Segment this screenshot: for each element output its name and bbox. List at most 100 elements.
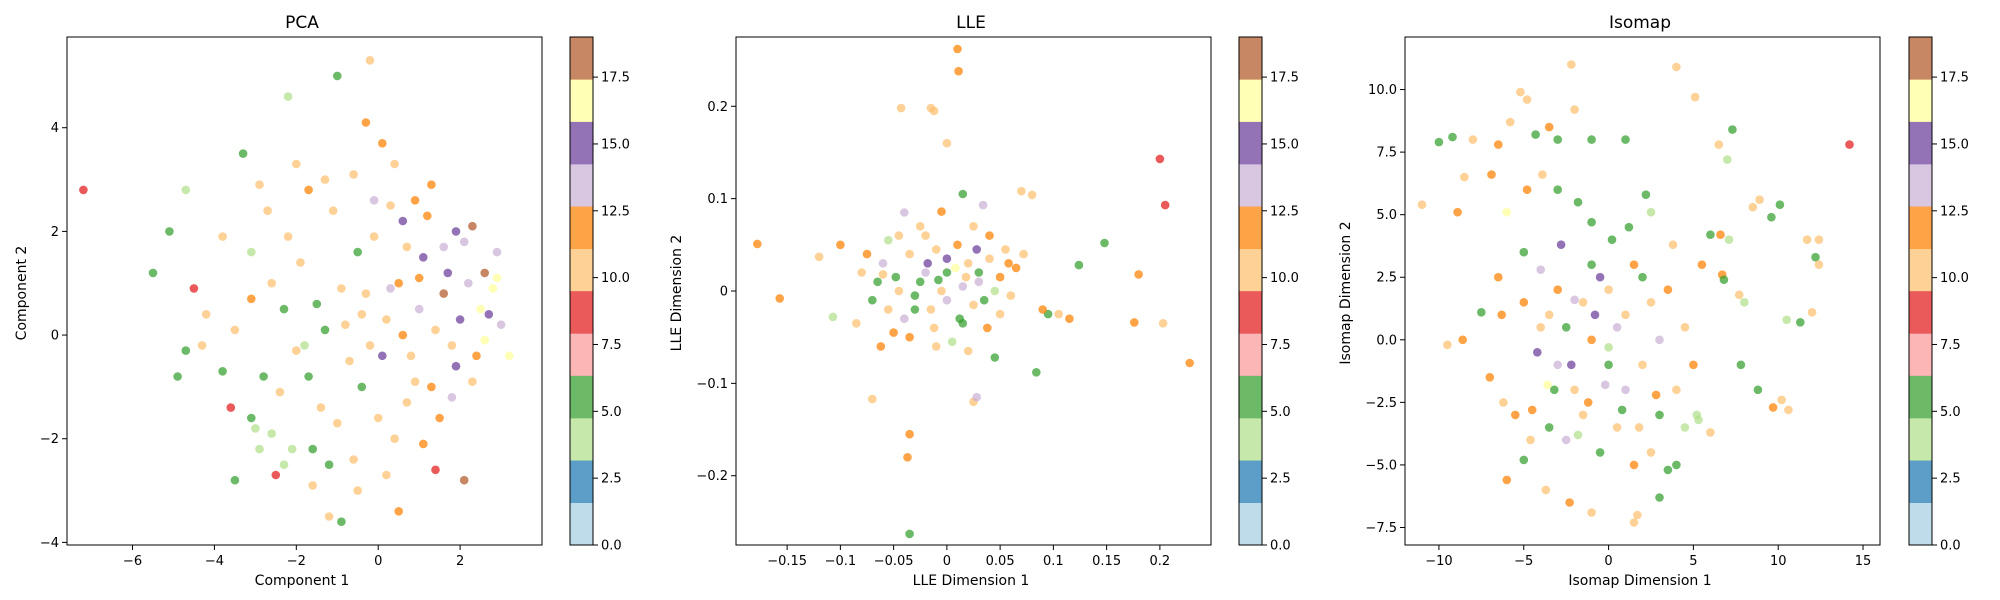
scatter-point [978,200,988,210]
scatter-point [1716,230,1725,239]
scatter-point [1690,92,1700,102]
scatter-point [1719,275,1729,285]
x-tick-label: −4 [205,554,224,569]
x-tick-label: 0 [374,554,382,569]
panel-isomap: Isomap Isomap Dimension 1 Isomap Dimensi… [1338,13,1969,589]
scatter-point [337,517,346,526]
y-tick-label: −2.5 [1365,396,1397,411]
scatter-point [1553,135,1562,144]
scatter-point [1845,140,1854,149]
scatter-point [1689,360,1698,370]
scatter-point [1633,510,1642,520]
scatter-point [1499,398,1508,407]
scatter-point [979,295,989,305]
scatter-point [1595,448,1605,457]
x-tick-label: 2 [456,554,464,569]
scatter-point [1672,460,1681,470]
scatter-point [1587,508,1596,517]
scatter-point [931,342,941,351]
plot-area [67,37,542,545]
scatter-point [1531,130,1540,139]
x-tick-label: −5 [1514,554,1533,569]
scatter-point [1587,217,1596,227]
scatter-point [308,444,318,454]
colorbar-segment [1239,333,1262,376]
colorbar-segment [1239,460,1262,503]
scatter-point [929,106,939,116]
scatter-point [891,272,901,282]
colorbar-tick-label: 10.0 [1270,271,1299,286]
scatter-point [255,444,264,454]
scatter-point [1017,186,1026,196]
scatter-point [1511,410,1520,420]
scatter-point [905,529,914,539]
scatter-point [1634,423,1644,432]
scatter-point [267,278,277,288]
scatter-point [1777,395,1786,405]
scatter-point [1573,430,1583,440]
scatter-point [365,56,375,65]
scatter-point [873,277,882,287]
scatter-point [1638,360,1647,370]
scatter-point [423,211,432,221]
scatter-point [868,394,877,404]
scatter-point [910,305,920,314]
scatter-point [451,361,461,371]
scatter-point [1607,235,1617,244]
colorbar-segment [1909,248,1932,292]
scatter-point [1629,460,1639,470]
scatter-point [876,342,886,351]
scatter-point [1587,335,1596,345]
scatter-point [889,328,898,337]
scatter-point [1505,117,1515,127]
colorbar-segment [570,164,593,207]
scatter-point [349,170,358,179]
scatter-point [378,351,387,361]
scatter-point [492,273,502,283]
scatter-point [414,273,424,283]
scatter-point [230,475,240,485]
y-axis-label: Isomap Dimension 2 [1338,221,1354,364]
scatter-point [1796,318,1805,327]
scatter-point [247,413,256,423]
scatter-point [1567,360,1576,370]
colorbar-segment [570,79,593,122]
scatter-point [934,275,943,285]
scatter-point [1561,435,1571,445]
scatter-point [1556,240,1566,249]
scatter-point [903,453,912,462]
scatter-point [1565,498,1574,507]
scatter-point [1533,348,1542,357]
panel-lle: LLE LLE Dimension 1 LLE Dimension 2 −0.1… [669,13,1299,589]
scatter-point [1694,415,1703,425]
x-tick-label: 5 [1689,554,1697,569]
scatter-point [958,282,968,291]
scatter-point [484,310,494,319]
colorbar-tick-label: 10.0 [1940,271,1969,286]
scatter-point [1638,272,1647,282]
scatter-point [1814,260,1824,270]
scatter-point [1617,405,1627,415]
scatter-point [921,231,930,240]
scatter-point [201,310,211,319]
scatter-point [357,382,367,392]
scatter-point [1629,260,1639,270]
scatter-point [173,372,182,381]
scatter-point [1646,207,1656,217]
scatter-point [814,252,824,262]
scatter-point [496,320,506,330]
x-axis-label: Component 1 [255,573,350,589]
colorbar-segment [1239,206,1262,249]
scatter-point [951,263,960,273]
colorbar-frame [569,36,594,546]
scatter-point [1011,263,1021,273]
scatter-point [365,341,375,350]
scatter-point [1595,272,1605,282]
scatter-point [1553,285,1562,295]
scatter-point [1570,295,1579,305]
colorbar-tick-label: 17.5 [1940,71,1969,86]
scatter-point [953,240,962,250]
colorbar-segment [1239,79,1262,122]
scatter-point [357,310,367,319]
